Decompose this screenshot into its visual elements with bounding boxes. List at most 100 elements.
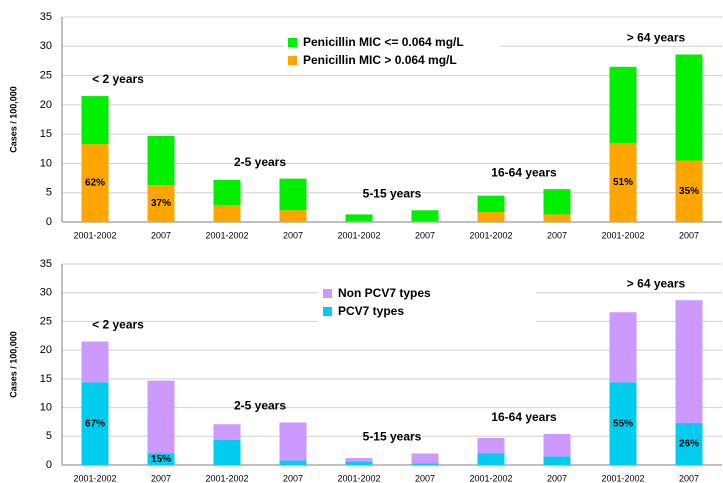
y-tick-label: 15 — [40, 373, 52, 385]
y-tick-label: 30 — [40, 40, 52, 52]
x-tick-label: 2001-2002 — [601, 473, 644, 483]
x-tick-label: 2007 — [679, 230, 699, 240]
share-label: 35% — [679, 186, 699, 197]
x-tick-label: 2007 — [547, 473, 567, 483]
x-tick-label: 2007 — [151, 230, 171, 240]
bar-segment — [411, 221, 439, 222]
bar-segment — [147, 380, 175, 454]
y-tick-label: 15 — [40, 128, 52, 140]
bar-segment — [477, 453, 505, 465]
group-label: 5-15 years — [363, 186, 422, 200]
legend-label: PCV7 types — [338, 304, 404, 318]
bar-segment — [675, 300, 703, 424]
bar-segment — [675, 54, 703, 161]
legend-label: Non PCV7 types — [338, 286, 431, 300]
bar-segment — [345, 458, 373, 462]
x-tick-label: 2001-2002 — [469, 230, 512, 240]
bar-segment — [477, 195, 505, 213]
y-tick-label: 0 — [46, 459, 52, 471]
legend-swatch — [288, 38, 297, 47]
share-label: 26% — [679, 439, 699, 450]
x-tick-label: 2001-2002 — [337, 473, 380, 483]
bar-segment — [543, 189, 571, 215]
legend-swatch — [323, 289, 332, 298]
x-tick-label: 2007 — [415, 473, 435, 483]
y-tick-label: 35 — [40, 258, 52, 270]
bar-segment — [279, 178, 307, 211]
group-label: 2-5 years — [234, 155, 286, 169]
bar-segment — [411, 463, 439, 465]
bar-segment — [81, 144, 109, 222]
bar-segment — [543, 214, 571, 222]
x-tick-label: 2007 — [151, 473, 171, 483]
bar-segment — [675, 423, 703, 465]
bar-segment — [147, 135, 175, 186]
share-label: 67% — [85, 418, 105, 429]
group-label: 2-5 years — [234, 399, 286, 413]
bar-segment — [81, 382, 109, 465]
x-tick-label: 2007 — [547, 230, 567, 240]
bar-segment — [609, 312, 637, 383]
bar-segment — [213, 205, 241, 222]
x-tick-label: 2001-2002 — [73, 473, 116, 483]
share-label: 55% — [613, 418, 633, 429]
bar-segment — [609, 142, 637, 222]
y-tick-label: 5 — [46, 187, 52, 199]
group-label: 5-15 years — [363, 430, 422, 444]
x-tick-label: 2001-2002 — [205, 473, 248, 483]
legend-swatch — [288, 56, 297, 65]
x-tick-label: 2001-2002 — [469, 473, 512, 483]
x-tick-label: 2001-2002 — [601, 230, 644, 240]
group-label: > 64 years — [627, 276, 686, 290]
bar-segment — [147, 453, 175, 465]
y-tick-label: 25 — [40, 315, 52, 327]
share-label: 37% — [151, 198, 171, 209]
bar-segment — [213, 439, 241, 465]
bar-segment — [213, 179, 241, 206]
bar-segment — [345, 221, 373, 222]
bar-segment — [411, 453, 439, 464]
y-axis-label: Cases / 100,000 — [8, 86, 18, 153]
y-axis-label: Cases / 100,000 — [8, 331, 18, 398]
y-tick-label: 5 — [46, 430, 52, 442]
share-label: 62% — [85, 178, 105, 189]
bar-segment — [279, 422, 307, 461]
share-label: 51% — [613, 177, 633, 188]
y-tick-label: 25 — [40, 69, 52, 81]
bar-segment — [609, 382, 637, 465]
bar-segment — [543, 456, 571, 465]
y-tick-label: 30 — [40, 287, 52, 299]
group-label: > 64 years — [627, 31, 686, 45]
legend-box — [318, 284, 536, 322]
bar-segment — [345, 214, 373, 222]
legend-box — [283, 33, 501, 71]
y-tick-label: 35 — [40, 11, 52, 23]
legend-swatch — [323, 307, 332, 316]
bar-segment — [345, 461, 373, 465]
x-tick-label: 2007 — [283, 473, 303, 483]
bar-segment — [411, 210, 439, 222]
bar-segment — [279, 210, 307, 222]
x-tick-label: 2007 — [283, 230, 303, 240]
x-tick-label: 2001-2002 — [73, 230, 116, 240]
bar-segment — [477, 212, 505, 222]
group-label: < 2 years — [92, 72, 144, 86]
bar-segment — [477, 438, 505, 454]
bar-segment — [213, 424, 241, 440]
y-tick-label: 10 — [40, 157, 52, 169]
group-label: 16-64 years — [491, 410, 557, 424]
x-tick-label: 2007 — [679, 473, 699, 483]
y-tick-label: 20 — [40, 344, 52, 356]
group-label: 16-64 years — [491, 165, 557, 179]
y-tick-label: 10 — [40, 401, 52, 413]
bar-segment — [279, 460, 307, 465]
bar-segment — [675, 160, 703, 222]
bar-segment — [147, 185, 175, 222]
bar-segment — [543, 433, 571, 457]
bar-segment — [81, 96, 109, 145]
share-label: 15% — [151, 454, 171, 465]
x-tick-label: 2001-2002 — [337, 230, 380, 240]
bar-segment — [609, 66, 637, 143]
bar-segment — [81, 341, 109, 383]
